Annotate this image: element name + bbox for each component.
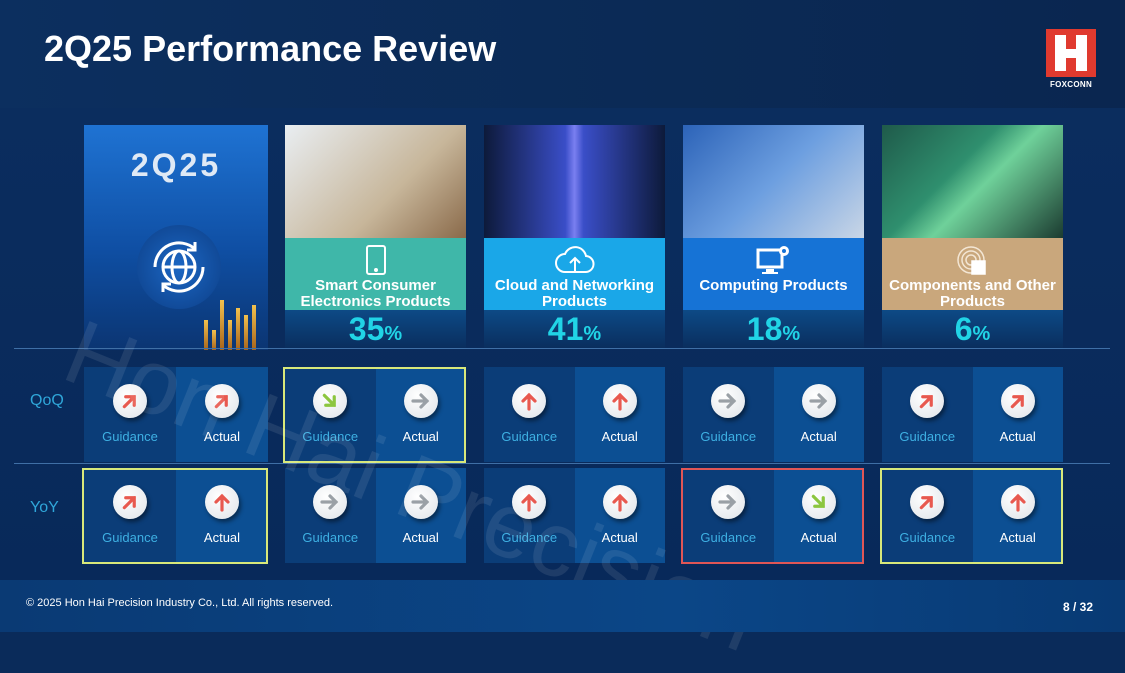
arrow-down-right-icon: [313, 384, 348, 418]
qoq-pair: Guidance Actual: [285, 367, 466, 462]
arrow-up-icon: [602, 384, 637, 418]
arrow-up-icon: [602, 485, 637, 519]
guidance-cell: Guidance: [285, 367, 376, 462]
segment-percent: 18%: [683, 310, 864, 348]
guidance-cell: Guidance: [683, 468, 774, 563]
page-number: 8 / 32: [1062, 600, 1093, 614]
yoy-pair: Guidance Actual: [882, 468, 1063, 563]
arrow-up-right-icon: [113, 485, 147, 519]
arrow-up-right-icon: [910, 384, 945, 418]
actual-cell: Actual: [574, 367, 665, 462]
arrow-up-right-icon: [205, 384, 239, 418]
actual-cell: Actual: [773, 468, 864, 563]
actual-cell: Actual: [972, 468, 1063, 563]
actual-cell: Actual: [773, 367, 864, 462]
slide-footer: © 2025 Hon Hai Precision Industry Co., L…: [0, 580, 1125, 632]
arrow-up-right-icon: [910, 485, 945, 519]
actual-cell: Actual: [375, 468, 466, 563]
arrow-up-icon: [205, 485, 239, 519]
bar-graphic: [204, 300, 256, 350]
arrow-right-icon: [801, 384, 836, 418]
yoy-pair: Guidance Actual: [683, 468, 864, 563]
segment-percent: 6%: [882, 310, 1063, 348]
segment-percent: 35%: [285, 310, 466, 348]
chip-signal-icon: [882, 244, 1063, 276]
guidance-cell: Guidance: [484, 468, 575, 563]
hero-2q25-tile: 2Q25: [84, 125, 268, 350]
smartphone-icon: [285, 244, 466, 276]
guidance-cell: Guidance: [285, 468, 376, 563]
segment-name: Cloud and Networking Products: [494, 277, 655, 310]
guidance-cell: Guidance: [84, 367, 176, 462]
segment-percent: 41%: [484, 310, 665, 348]
qoq-pair: Guidance Actual: [84, 367, 268, 462]
globe-refresh-icon: [137, 225, 221, 309]
qoq-pair: Guidance Actual: [882, 367, 1063, 462]
yoy-pair: Guidance Actual: [285, 468, 466, 563]
divider: [14, 463, 1110, 464]
divider: [14, 348, 1110, 349]
slide-header: 2Q25 Performance Review FOXCONN: [0, 0, 1125, 108]
segment-name: Components and Other Products: [889, 277, 1056, 310]
qoq-pair: Guidance Actual: [484, 367, 665, 462]
yoy-pair: Guidance Actual: [484, 468, 665, 563]
guidance-cell: Guidance: [882, 367, 973, 462]
guidance-cell: Guidance: [84, 468, 176, 563]
arrow-up-icon: [512, 384, 547, 418]
arrow-right-icon: [313, 485, 348, 519]
arrow-down-right-icon: [801, 485, 836, 519]
foxconn-logo: FOXCONN: [1046, 29, 1096, 91]
segment-name: Smart Consumer Electronics Products: [300, 277, 451, 310]
copyright: © 2025 Hon Hai Precision Industry Co., L…: [26, 597, 334, 609]
cloud-upload-icon: [484, 244, 665, 276]
monitor-gear-icon: [683, 244, 864, 276]
arrow-right-icon: [711, 384, 746, 418]
actual-cell: Actual: [176, 367, 268, 462]
qoq-pair: Guidance Actual: [683, 367, 864, 462]
arrow-right-icon: [711, 485, 746, 519]
segment-image: [882, 125, 1063, 238]
segment-image: [683, 125, 864, 238]
yoy-pair: Guidance Actual: [84, 468, 268, 563]
segment-tile: Computing Products 18%: [683, 125, 864, 348]
row-label-qoq: QoQ: [30, 392, 64, 409]
slide-title: 2Q25 Performance Review: [44, 28, 497, 69]
row-label-yoy: YoY: [30, 499, 59, 516]
actual-cell: Actual: [176, 468, 268, 563]
arrow-up-right-icon: [1000, 384, 1035, 418]
segment-tile: Cloud and Networking Products 41%: [484, 125, 665, 348]
segment-image: [484, 125, 665, 238]
arrow-right-icon: [403, 384, 438, 418]
guidance-cell: Guidance: [882, 468, 973, 563]
actual-cell: Actual: [574, 468, 665, 563]
actual-cell: Actual: [972, 367, 1063, 462]
actual-cell: Actual: [375, 367, 466, 462]
segment-name: Computing Products: [699, 277, 848, 294]
segment-tile: Components and Other Products 6%: [882, 125, 1063, 348]
guidance-cell: Guidance: [484, 367, 575, 462]
arrow-up-icon: [1000, 485, 1035, 519]
arrow-up-icon: [512, 485, 547, 519]
guidance-cell: Guidance: [683, 367, 774, 462]
arrow-right-icon: [403, 485, 438, 519]
segment-image: [285, 125, 466, 238]
arrow-up-right-icon: [113, 384, 147, 418]
segment-tile: Smart Consumer Electronics Products 35%: [285, 125, 466, 348]
